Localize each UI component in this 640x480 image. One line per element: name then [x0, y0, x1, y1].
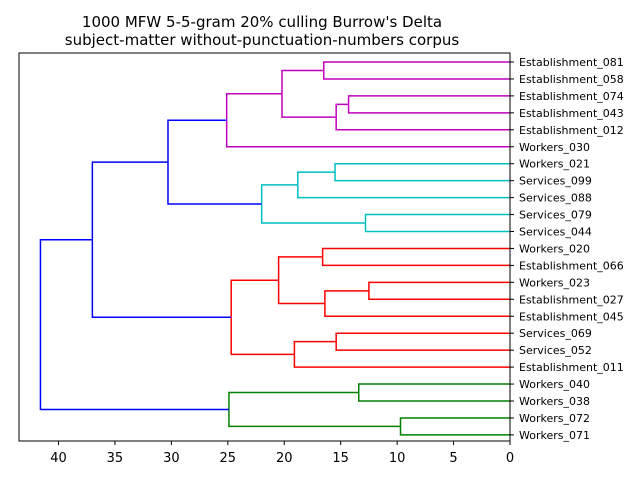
dendrogram-link-n11: [321, 247, 510, 267]
dendrogram-link-n6: [334, 162, 510, 182]
leaf-label: Workers_021: [519, 158, 590, 171]
leaf-label: Establishment_081: [519, 56, 624, 69]
dendrogram-link-n16: [293, 340, 510, 368]
leaf-label: Services_052: [519, 344, 592, 357]
x-tick-label: 25: [220, 451, 237, 466]
x-tick-label: 40: [50, 451, 67, 466]
leaf-label: Workers_023: [519, 276, 590, 289]
dendrogram-link-n19: [357, 383, 510, 402]
leaf-label: Establishment_012: [519, 124, 624, 137]
dendrogram-link-n10: [167, 119, 262, 205]
dendrogram-link-n13: [324, 290, 510, 317]
leaf-label: Workers_040: [519, 378, 590, 391]
leaf-label: Services_088: [519, 192, 592, 205]
leaf-label: Services_079: [519, 209, 592, 222]
x-tick-label: 5: [449, 451, 457, 466]
leaf-label: Establishment_058: [519, 73, 624, 86]
y-axis: Establishment_081 Establishment_058 Establ…: [510, 56, 624, 442]
leaf-label: Workers_038: [519, 395, 590, 408]
dendrogram-link-n4: [281, 69, 337, 118]
leaf-label: Services_099: [519, 175, 592, 188]
dendrogram-link-n9: [260, 184, 366, 224]
dendrogram-links: [39, 61, 510, 436]
leaf-label: Workers_030: [519, 141, 590, 154]
dendrogram-link-n21: [228, 391, 401, 428]
dendrogram-link-n15: [335, 332, 510, 351]
dendrogram-link-n22: [39, 238, 229, 411]
dendrogram-link-n17: [230, 279, 295, 356]
leaf-label: Establishment_045: [519, 310, 624, 323]
dendrogram-link-n18: [91, 161, 232, 319]
dendrogram-link-n20: [399, 417, 510, 436]
leaf-label: Workers_071: [519, 429, 590, 442]
dendrogram-link-n8: [364, 213, 510, 233]
dendrogram-link-n3: [335, 103, 510, 131]
dendrogram-link-n14: [277, 256, 325, 305]
dendrogram-link-n2: [347, 95, 510, 114]
chart-title-line-1: 1000 MFW 5-5-gram 20% culling Burrow's D…: [82, 13, 442, 31]
leaf-label: Services_069: [519, 327, 592, 340]
dendrogram-link-n12: [368, 281, 510, 301]
plot-frame: [18, 52, 511, 442]
leaf-label: Establishment_074: [519, 90, 624, 103]
leaf-label: Establishment_066: [519, 259, 624, 272]
x-tick-label: 10: [389, 451, 406, 466]
leaf-label: Establishment_043: [519, 107, 624, 120]
leaf-label: Services_044: [519, 226, 592, 239]
leaf-label: Workers_020: [519, 242, 590, 255]
chart-title-line-2: subject-matter without-punctuation-numbe…: [65, 31, 460, 49]
x-axis: 40 35 30 25 20 15 10 5 0: [50, 441, 514, 466]
x-tick-label: 20: [276, 451, 293, 466]
x-tick-label: 0: [506, 451, 514, 466]
leaf-label: Workers_072: [519, 412, 590, 425]
leaf-label: Establishment_027: [519, 293, 624, 306]
x-tick-label: 30: [163, 451, 180, 466]
dendrogram-link-n7: [297, 171, 510, 199]
dendrogram-link-n5: [225, 93, 510, 148]
x-tick-label: 35: [107, 451, 124, 466]
leaf-label: Establishment_011: [519, 361, 624, 374]
dendrogram-link-n1: [323, 61, 510, 80]
x-tick-label: 15: [332, 451, 349, 466]
